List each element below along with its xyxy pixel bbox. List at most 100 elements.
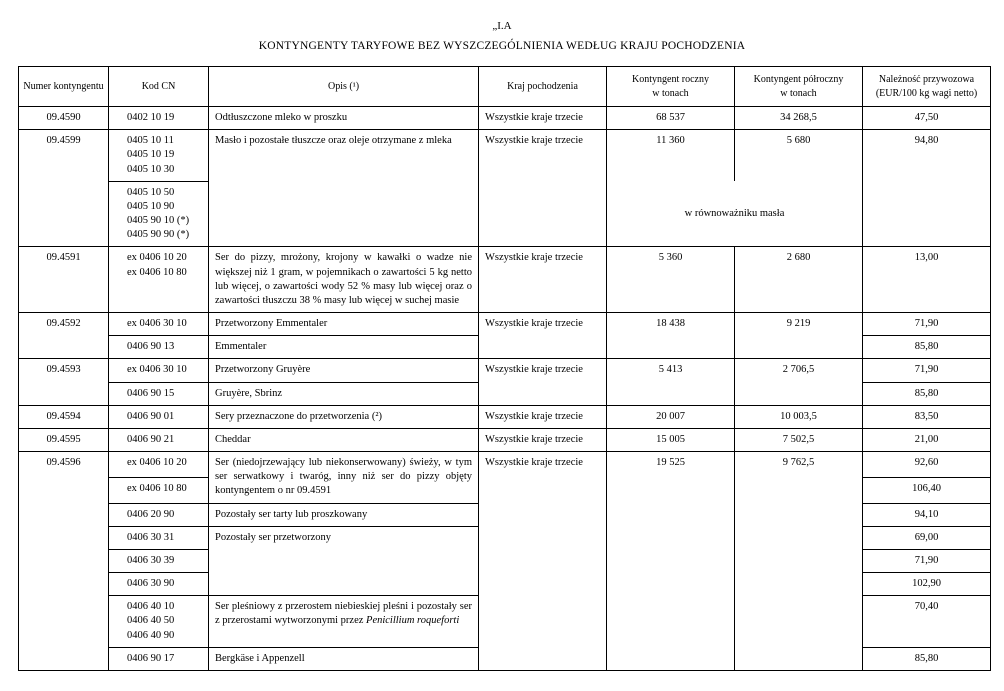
cell-nal: 92,60 (863, 452, 991, 478)
cell-opis: Bergkäse i Appenzell (209, 647, 479, 670)
cell-nal: 85,80 (863, 647, 991, 670)
cell-rocz: 20 007 (607, 405, 735, 428)
col-rocz: Kontyngent rocznyw tonach (607, 67, 735, 107)
table-row: 09.4591 ex 0406 10 20 ex 0406 10 80 Ser … (19, 247, 991, 313)
cell-cn: ex 0406 10 80 (109, 477, 209, 503)
cell-nal: 94,80 (863, 130, 991, 247)
cell-rocz: 68 537 (607, 107, 735, 130)
cell-opis: Sery przeznaczone do przetworzenia (²) (209, 405, 479, 428)
cell-pol: 7 502,5 (735, 428, 863, 451)
cell-nal: 21,00 (863, 428, 991, 451)
cell-pol: 9 219 (735, 313, 863, 359)
col-num: Numer kontyngentu (19, 67, 109, 107)
cell-pol: 2 680 (735, 247, 863, 313)
cell-opis: Ser pleśniowy z przerostem niebieskiej p… (209, 596, 479, 648)
cell-nal: 85,80 (863, 382, 991, 405)
table-row: 09.4594 0406 90 01 Sery przeznaczone do … (19, 405, 991, 428)
table-row: 09.4595 0406 90 21 Cheddar Wszystkie kra… (19, 428, 991, 451)
table-row: 09.4593 ex 0406 30 10 Przetworzony Gruyè… (19, 359, 991, 382)
cell-kraj: Wszystkie kraje trzecie (479, 359, 607, 405)
cell-cn: 0406 90 15 (109, 382, 209, 405)
cell-opis: Ser do pizzy, mrożony, krojony w kawałki… (209, 247, 479, 313)
heading-main: KONTYNGENTY TARYFOWE BEZ WYSZCZEGÓLNIENI… (18, 40, 986, 52)
cell-kraj: Wszystkie kraje trzecie (479, 313, 607, 359)
cell-nal: 85,80 (863, 336, 991, 359)
cell-cn: 0405 10 11 0405 10 19 0405 10 30 (109, 130, 209, 182)
col-opis: Opis (¹) (209, 67, 479, 107)
cell-num: 09.4595 (19, 428, 109, 451)
cell-equiv: w równoważniku masła (607, 181, 863, 247)
cell-kraj: Wszystkie kraje trzecie (479, 452, 607, 671)
cell-pol: 2 706,5 (735, 359, 863, 405)
cell-kraj: Wszystkie kraje trzecie (479, 428, 607, 451)
cell-cn: 0406 30 39 (109, 549, 209, 572)
table-row: 09.4590 0402 10 19 Odtłuszczone mleko w … (19, 107, 991, 130)
col-pol: Kontyngent półrocznyw tonach (735, 67, 863, 107)
cell-opis: Cheddar (209, 428, 479, 451)
col-cn: Kod CN (109, 67, 209, 107)
cell-nal: 94,10 (863, 503, 991, 526)
cell-rocz: 5 360 (607, 247, 735, 313)
cell-nal: 69,00 (863, 526, 991, 549)
cell-num: 09.4591 (19, 247, 109, 313)
cell-nal: 71,90 (863, 313, 991, 336)
cell-opis: Gruyère, Sbrinz (209, 382, 479, 405)
tariff-table: Numer kontyngentu Kod CN Opis (¹) Kraj p… (18, 66, 991, 671)
cell-rocz: 11 360 (607, 130, 735, 182)
cell-rocz: 19 525 (607, 452, 735, 671)
col-nal: Należność przywozowa(EUR/100 kg wagi net… (863, 67, 991, 107)
cell-opis: Przetworzony Gruyère (209, 359, 479, 382)
cell-pol: 5 680 (735, 130, 863, 182)
table-row: 09.4599 0405 10 11 0405 10 19 0405 10 30… (19, 130, 991, 182)
cell-nal: 47,50 (863, 107, 991, 130)
cell-num: 09.4599 (19, 130, 109, 247)
cell-num: 09.4593 (19, 359, 109, 405)
cell-cn: 0406 90 17 (109, 647, 209, 670)
cell-cn: 0406 20 90 (109, 503, 209, 526)
cell-nal: 70,40 (863, 596, 991, 648)
heading-small: „I.A (18, 20, 986, 32)
cell-nal: 71,90 (863, 549, 991, 572)
table-header-row: Numer kontyngentu Kod CN Opis (¹) Kraj p… (19, 67, 991, 107)
cell-rocz: 15 005 (607, 428, 735, 451)
cell-nal: 102,90 (863, 573, 991, 596)
cell-num: 09.4596 (19, 452, 109, 671)
cell-cn: 0406 40 10 0406 40 50 0406 40 90 (109, 596, 209, 648)
cell-opis: Pozostały ser tarty lub proszkowany (209, 503, 479, 526)
cell-nal: 106,40 (863, 477, 991, 503)
cell-opis: Masło i pozostałe tłuszcze oraz oleje ot… (209, 130, 479, 247)
cell-cn: 0405 10 50 0405 10 90 0405 90 10 (*) 040… (109, 181, 209, 247)
cell-num: 09.4592 (19, 313, 109, 359)
table-row: 09.4596 ex 0406 10 20 Ser (niedojrzewają… (19, 452, 991, 478)
cell-opis: Ser (niedojrzewający lub niekonserwowany… (209, 452, 479, 504)
cell-kraj: Wszystkie kraje trzecie (479, 107, 607, 130)
cell-cn: 0402 10 19 (109, 107, 209, 130)
cell-rocz: 18 438 (607, 313, 735, 359)
cell-pol: 10 003,5 (735, 405, 863, 428)
cell-rocz: 5 413 (607, 359, 735, 405)
cell-cn: ex 0406 10 20 ex 0406 10 80 (109, 247, 209, 313)
cell-opis: Odtłuszczone mleko w proszku (209, 107, 479, 130)
cell-nal: 13,00 (863, 247, 991, 313)
cell-opis: Pozostały ser przetworzony (209, 526, 479, 596)
cell-cn: ex 0406 30 10 (109, 313, 209, 336)
cell-cn: 0406 30 90 (109, 573, 209, 596)
cell-cn: 0406 90 01 (109, 405, 209, 428)
cell-opis: Przetworzony Emmentaler (209, 313, 479, 336)
cell-num: 09.4594 (19, 405, 109, 428)
cell-kraj: Wszystkie kraje trzecie (479, 247, 607, 313)
cell-cn: 0406 90 21 (109, 428, 209, 451)
cell-cn: ex 0406 10 20 (109, 452, 209, 478)
cell-pol: 34 268,5 (735, 107, 863, 130)
cell-cn: 0406 30 31 (109, 526, 209, 549)
cell-cn: 0406 90 13 (109, 336, 209, 359)
cell-kraj: Wszystkie kraje trzecie (479, 405, 607, 428)
cell-pol: 9 762,5 (735, 452, 863, 671)
cell-kraj: Wszystkie kraje trzecie (479, 130, 607, 247)
col-kraj: Kraj pochodzenia (479, 67, 607, 107)
cell-cn: ex 0406 30 10 (109, 359, 209, 382)
cell-opis: Emmentaler (209, 336, 479, 359)
cell-num: 09.4590 (19, 107, 109, 130)
cell-nal: 83,50 (863, 405, 991, 428)
table-row: 09.4592 ex 0406 30 10 Przetworzony Emmen… (19, 313, 991, 336)
